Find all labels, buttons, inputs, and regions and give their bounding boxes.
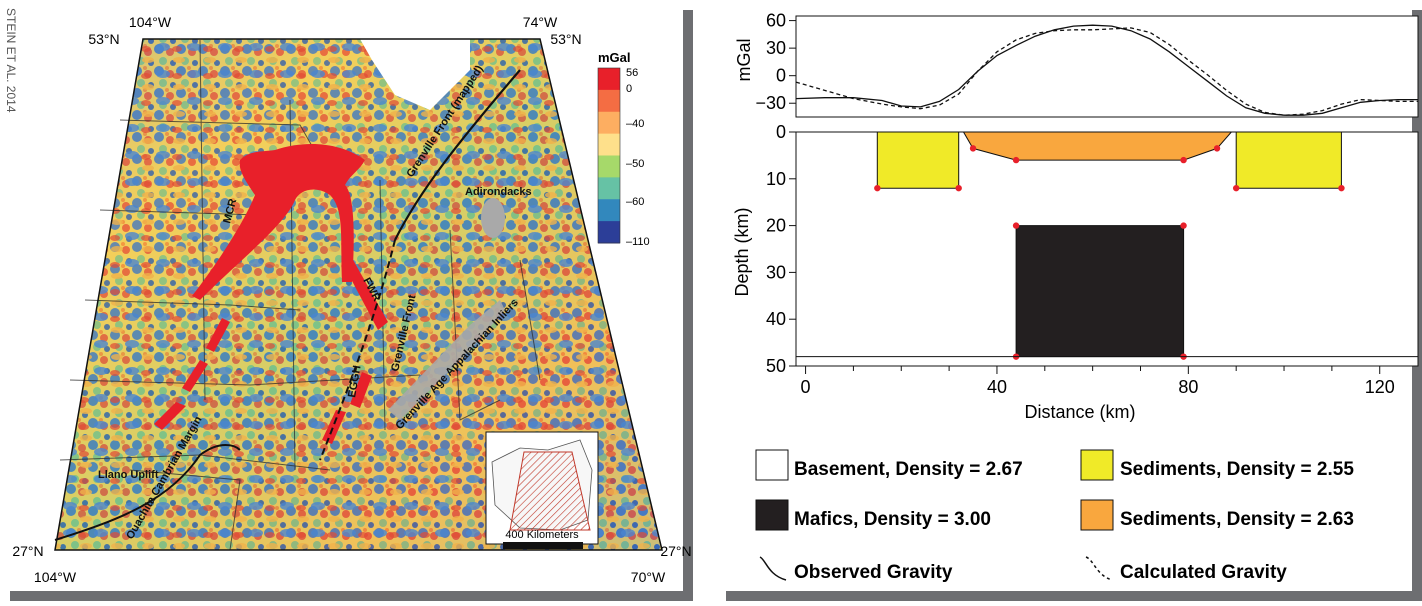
depth-ytick-label: 20 [766, 216, 786, 236]
lon-bottom-left: 104°W [34, 569, 77, 585]
colorbar-title: mGal [598, 50, 631, 65]
model-vertex-point [1180, 222, 1187, 229]
gravity-ytick-label: 0 [776, 66, 786, 86]
gravity-model-panel: 60 30 0 −30 mGal 0 10 20 30 40 50 0 40 80 120 Depth … [716, 0, 1422, 601]
colorbar-band [598, 221, 620, 244]
distance-xtick-label: 40 [987, 377, 1007, 397]
distance-xtick-label: 0 [801, 377, 811, 397]
model-body-sediments-2.55-left [876, 131, 960, 189]
panel-shadow-bottom-2 [726, 591, 1422, 601]
midcontinent-rift [192, 144, 365, 300]
density-model-plot: 0 10 20 30 40 50 0 40 80 120 Depth (km) Distance … [732, 122, 1419, 422]
map-area [54, 38, 663, 551]
model-body-sediments-2.55-right [1235, 131, 1342, 189]
colorbar-tick-label: –110 [626, 236, 650, 248]
legend-basement: Basement, Density = 2.67 [794, 459, 1023, 480]
colorbar-band [598, 89, 620, 113]
lon-bottom-right: 70°W [631, 569, 666, 585]
legend-swatch-basement [755, 449, 789, 481]
model-vertex-point [955, 184, 962, 192]
legend-calculated: Calculated Gravity [1120, 562, 1287, 583]
colorbar-tick-label: 0 [626, 83, 632, 95]
colorbar-tick-label: –60 [626, 196, 644, 208]
gravity-ytick-label: 30 [766, 38, 786, 58]
scale-label: 400 Kilometers [505, 529, 579, 541]
grenville-inliers [388, 300, 505, 420]
legend-calculated-line [1085, 556, 1113, 581]
gravity-ytick-label: 60 [766, 11, 786, 31]
distance-xtick-label: 120 [1365, 377, 1395, 397]
colorbar-band [598, 111, 620, 135]
coastline [54, 444, 241, 541]
lon-top-left: 104°W [129, 14, 172, 30]
legend: Basement, Density = 2.67 Sediments, Dens… [755, 449, 1354, 583]
depth-ytick-label: 0 [776, 122, 786, 142]
model-body-sediments-2.63 [962, 131, 1233, 161]
panel-shadow-bottom [10, 591, 693, 601]
model-vertex-point [1338, 184, 1345, 192]
gravity-profile-plot: 60 30 0 −30 mGal [734, 11, 1419, 118]
colorbar-band [598, 155, 620, 178]
legend-sediments-255: Sediments, Density = 2.55 [1120, 459, 1354, 480]
observed-gravity-line [795, 24, 1418, 116]
author-credit: STEIN ET AL. 2014 [4, 8, 18, 113]
grenville-front-mapped-line [394, 69, 521, 241]
lat-bottom-right: 27°N [660, 543, 691, 559]
legend-observed: Observed Gravity [794, 562, 953, 583]
gravity-model-svg: 60 30 0 −30 mGal 0 10 20 30 40 50 0 40 80 120 Depth … [716, 0, 1422, 601]
panel-shadow-right [683, 10, 693, 601]
legend-sediments-263: Sediments, Density = 2.63 [1120, 509, 1354, 530]
model-body-mafics-3.00 [1015, 225, 1185, 358]
grenville-front-line [319, 239, 396, 461]
fwr-rift [342, 258, 388, 330]
colorbar-tick-label: –40 [626, 118, 644, 130]
gravity-ylabel: mGal [734, 38, 754, 81]
label-llano: Llano Uplift [98, 469, 159, 481]
label-adirondacks: Adirondacks [465, 186, 532, 198]
legend-mafics: Mafics, Density = 3.00 [794, 509, 991, 530]
unmapped-region [360, 39, 470, 110]
distance-xtick-label: 80 [1178, 377, 1198, 397]
colorbar-band [598, 199, 620, 222]
lat-top-right: 53°N [550, 31, 581, 47]
legend-swatch-sediments-255 [1080, 449, 1114, 481]
adirondacks-region [481, 198, 505, 238]
colorbar-tick-label: 56 [626, 67, 638, 79]
depth-ytick-label: 30 [766, 262, 786, 282]
label-egh: EGGH [346, 364, 363, 398]
colorbar-band [598, 177, 620, 200]
gravity-map-svg: 104°W 74°W 53°N 53°N 27°N 27°N 104°W 70°… [0, 0, 693, 601]
model-vertex-point [969, 145, 977, 152]
depth-ytick-label: 10 [766, 169, 786, 189]
model-vertex-point [1012, 156, 1020, 164]
model-vertex-point [1180, 156, 1187, 164]
scale-bar: 400 Kilometers [503, 529, 583, 549]
gravity-ytick-label: −30 [755, 93, 786, 113]
model-vertex-point [874, 184, 881, 192]
lat-top-left: 53°N [88, 31, 119, 47]
model-vertex-point [1232, 184, 1240, 192]
gravity-map-panel: 104°W 74°W 53°N 53°N 27°N 27°N 104°W 70°… [0, 0, 693, 601]
inset-map [485, 431, 599, 545]
model-vertex-point [1012, 222, 1020, 229]
legend-observed-line [759, 556, 787, 581]
depth-ytick-label: 50 [766, 356, 786, 376]
legend-swatch-sediments-263 [1080, 499, 1114, 531]
depth-ylabel: Depth (km) [732, 207, 752, 296]
state-borders [59, 39, 541, 551]
distance-xlabel: Distance (km) [1024, 402, 1135, 422]
lon-top-right: 74°W [523, 14, 558, 30]
colorbar-band [598, 68, 620, 91]
legend-swatch-mafics [755, 499, 789, 531]
model-vertex-point [1213, 145, 1221, 152]
colorbar: mGal 56 0 –40 –50 –60 –110 [597, 50, 650, 248]
egh-rift [350, 372, 372, 408]
colorbar-band [598, 133, 620, 156]
colorbar-tick-label: –50 [626, 158, 644, 170]
depth-ytick-label: 40 [766, 309, 786, 329]
lat-bottom-left: 27°N [12, 543, 43, 559]
